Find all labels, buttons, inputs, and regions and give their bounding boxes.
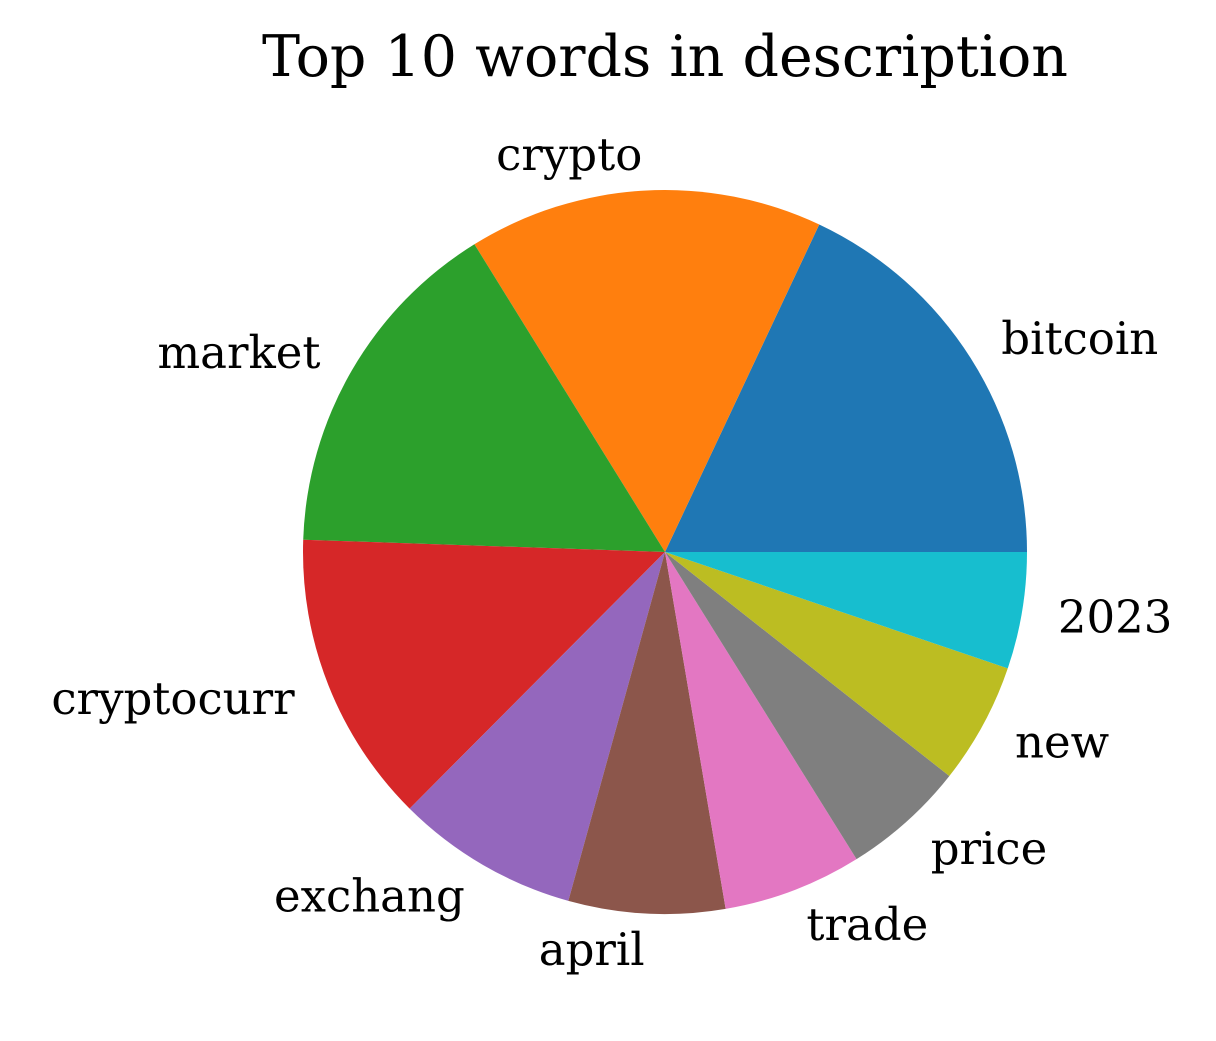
pie-label-exchang: exchang [274,870,465,923]
pie-label-bitcoin: bitcoin [1001,312,1158,365]
pie-label-new: new [1015,716,1109,769]
pie-slice-cryptocurr [303,539,665,809]
pie-slice-2023 [665,552,1027,669]
pie-label-price: price [931,822,1048,875]
pie-label-market: market [158,326,321,379]
pie-labels: bitcoin crypto market cryptocurr exchang apri… [51,128,1172,976]
pie-label-2023: 2023 [1058,590,1173,643]
pie-slice-new [665,552,1008,777]
pie-label-trade: trade [806,898,928,951]
pie-slice-crypto [474,190,820,552]
pie-slice-price [665,552,950,860]
pie-slices [303,190,1027,915]
pie-label-crypto: crypto [496,128,642,181]
pie-slice-bitcoin [665,224,1027,552]
chart-title: Top 10 words in description [262,24,1068,90]
pie-label-april: april [539,923,645,976]
pie-label-cryptocurr: cryptocurr [51,672,295,725]
pie-slice-market [303,244,665,553]
pie-slice-april [568,552,726,915]
pie-slice-exchang [409,552,665,901]
pie-slice-trade [665,552,857,909]
